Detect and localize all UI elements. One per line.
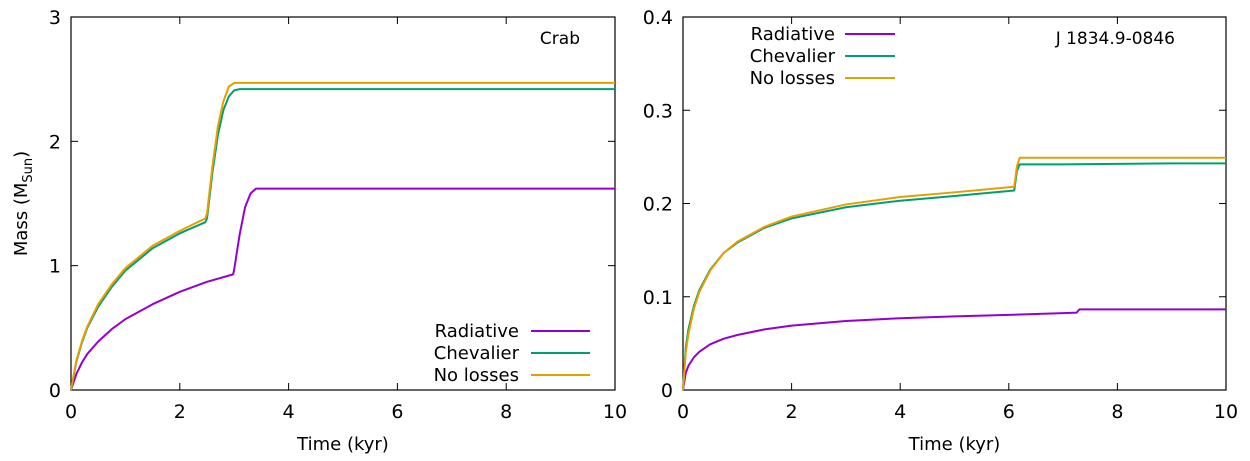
y-tick-label: 2 xyxy=(49,131,61,153)
chart-panel-1: 0 2 4 6 8 10 0 1 2 3 Time (kyr) Mass (MSun) Crab Radi… xyxy=(11,7,627,455)
x-tick-label: 4 xyxy=(894,401,906,423)
y-tick-label: 0.3 xyxy=(643,100,673,122)
x-tick-label: 0 xyxy=(65,401,77,423)
x-tick-label: 2 xyxy=(174,401,186,423)
x-tick-label: 10 xyxy=(1214,401,1238,423)
series-line-no-losses xyxy=(682,156,1226,391)
object-name-label: Crab xyxy=(540,29,580,49)
x-tick-label: 0 xyxy=(677,401,689,423)
series-line-chevalier xyxy=(70,88,615,391)
legend-label: Radiative xyxy=(435,321,519,342)
legend-label: Radiative xyxy=(751,24,835,45)
y-tick-label: 0.4 xyxy=(643,7,673,29)
plot-frame xyxy=(70,16,616,391)
x-tick-label: 8 xyxy=(500,401,512,423)
x-tick-label: 8 xyxy=(1111,401,1123,423)
series-line-no-losses xyxy=(70,81,615,391)
x-tick-label: 10 xyxy=(603,401,627,423)
legend-label: Chevalier xyxy=(434,343,520,364)
x-tick-label: 6 xyxy=(391,401,403,423)
x-axis-title: Time (kyr) xyxy=(908,434,1001,455)
x-tick-label: 2 xyxy=(786,401,798,423)
y-axis-title: Mass (MSun) xyxy=(11,151,36,256)
y-tick-label: 0.1 xyxy=(643,287,673,309)
x-axis-title: Time (kyr) xyxy=(296,434,389,455)
series-line-radiative xyxy=(682,308,1226,391)
chart-panel-2: 0 2 4 6 8 10 0 0.1 0.2 0.3 0.4 Time (kyr) J 1834.9-0… xyxy=(643,7,1238,455)
series-line-radiative xyxy=(70,187,615,391)
y-tick-label: 0.2 xyxy=(643,194,673,216)
series-line-chevalier xyxy=(682,162,1226,391)
legend-label: No losses xyxy=(750,68,835,89)
y-tick-label: 0 xyxy=(49,380,61,402)
y-tick-label: 0 xyxy=(661,380,673,402)
y-tick-label: 3 xyxy=(49,7,61,29)
legend-label: Chevalier xyxy=(750,46,836,67)
object-name-label: J 1834.9-0846 xyxy=(1055,29,1175,49)
y-tick-label: 1 xyxy=(49,256,61,278)
legend-label: No losses xyxy=(434,365,519,386)
x-tick-label: 6 xyxy=(1003,401,1015,423)
x-tick-label: 4 xyxy=(283,401,295,423)
